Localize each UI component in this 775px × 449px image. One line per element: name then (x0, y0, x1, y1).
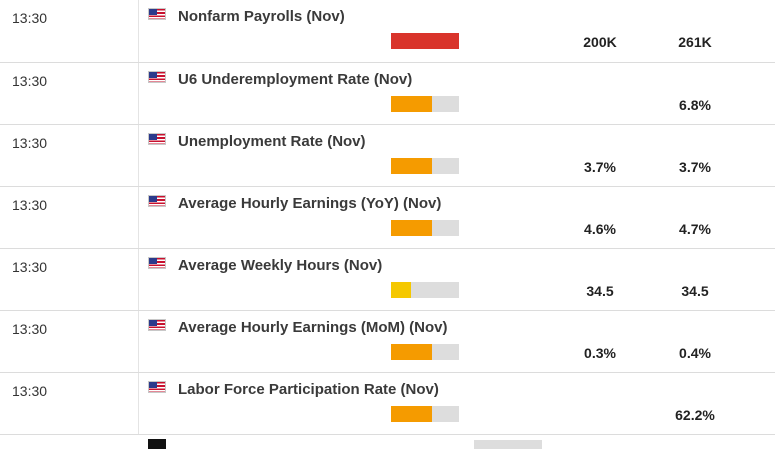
event-time: 13:30 (12, 10, 48, 26)
event-name[interactable]: Average Hourly Earnings (YoY) (Nov) (178, 195, 442, 212)
previous-value: 3.7% (679, 159, 711, 175)
event-time: 13:30 (12, 383, 48, 399)
impact-bar (391, 158, 459, 174)
forecast-value: 0.3% (584, 345, 616, 361)
impact-fill (391, 33, 459, 49)
column-divider (138, 311, 139, 372)
forecast-value: 4.6% (584, 221, 616, 237)
impact-bar (391, 406, 459, 422)
column-divider (138, 249, 139, 310)
impact-bar (391, 220, 459, 236)
impact-fill (391, 96, 432, 112)
event-name[interactable]: U6 Underemployment Rate (Nov) (178, 71, 413, 88)
event-time: 13:30 (12, 73, 48, 89)
event-name[interactable]: Unemployment Rate (Nov) (178, 133, 366, 150)
event-name[interactable]: Nonfarm Payrolls (Nov) (178, 8, 345, 25)
us-flag-icon (148, 257, 166, 269)
previous-value: 4.7% (679, 221, 711, 237)
event-row[interactable]: 13:30 Average Hourly Earnings (MoM) (Nov… (0, 311, 775, 373)
previous-value: 34.5 (681, 283, 709, 299)
us-flag-icon (148, 71, 166, 83)
forecast-value: 200K (583, 34, 617, 50)
event-row[interactable]: 13:30 Average Weekly Hours (Nov) 34.5 34… (0, 249, 775, 311)
forecast-value: 3.7% (584, 159, 616, 175)
event-time: 13:30 (12, 321, 48, 337)
impact-fill (391, 344, 432, 360)
event-row[interactable]: 13:30 Labor Force Participation Rate (No… (0, 373, 775, 435)
event-name[interactable]: Average Weekly Hours (Nov) (178, 257, 383, 274)
column-divider (138, 63, 139, 124)
impact-fill (391, 406, 432, 422)
impact-bar (474, 440, 542, 449)
us-flag-icon (148, 381, 166, 393)
us-flag-icon (148, 195, 166, 207)
us-flag-icon (148, 133, 166, 145)
impact-fill (391, 220, 432, 236)
event-time: 13:30 (12, 135, 48, 151)
partial-event-row (0, 435, 775, 449)
us-flag-icon (148, 319, 166, 331)
event-time: 13:30 (12, 197, 48, 213)
impact-bar (391, 344, 459, 360)
impact-bar (391, 33, 459, 49)
event-row[interactable]: 13:30 Unemployment Rate (Nov) 3.7% 3.7% (0, 125, 775, 187)
us-flag-icon (148, 8, 166, 20)
column-divider (138, 187, 139, 248)
previous-value: 261K (678, 34, 712, 50)
impact-fill (391, 158, 432, 174)
previous-value: 62.2% (675, 407, 715, 423)
impact-fill (391, 282, 412, 298)
event-name[interactable]: Average Hourly Earnings (MoM) (Nov) (178, 319, 448, 336)
previous-value: 6.8% (679, 97, 711, 113)
impact-bar (391, 282, 459, 298)
column-divider (138, 0, 139, 62)
event-name[interactable]: Labor Force Participation Rate (Nov) (178, 381, 439, 398)
event-time: 13:30 (12, 259, 48, 275)
flag-icon (148, 439, 166, 449)
forecast-value: 34.5 (586, 283, 614, 299)
event-row[interactable]: 13:30 Average Hourly Earnings (YoY) (Nov… (0, 187, 775, 249)
event-row[interactable]: 13:30 U6 Underemployment Rate (Nov) 6.8% (0, 63, 775, 125)
column-divider (138, 125, 139, 186)
column-divider (138, 373, 139, 434)
impact-bar (391, 96, 459, 112)
event-row[interactable]: 13:30 Nonfarm Payrolls (Nov) 200K 261K (0, 0, 775, 63)
previous-value: 0.4% (679, 345, 711, 361)
